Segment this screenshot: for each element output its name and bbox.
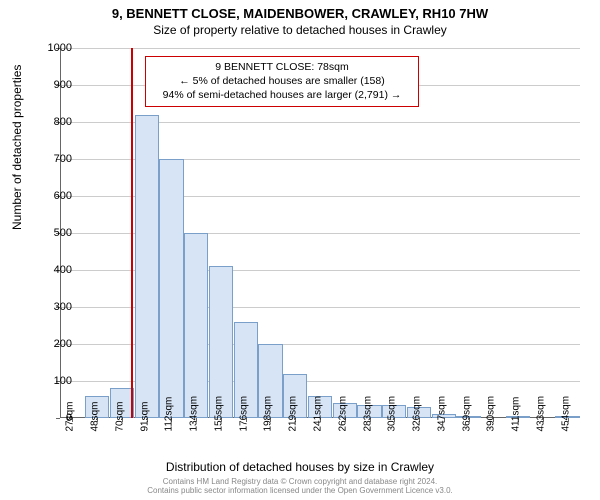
y-tick-label: 700 — [32, 153, 72, 165]
annotation-box: 9 BENNETT CLOSE: 78sqm← 5% of detached h… — [145, 56, 419, 107]
histogram-bar — [159, 159, 183, 418]
y-tick-label: 1000 — [32, 42, 72, 54]
histogram-bar — [184, 233, 208, 418]
chart-title: 9, BENNETT CLOSE, MAIDENBOWER, CRAWLEY, … — [0, 0, 600, 21]
y-tick-label: 800 — [32, 116, 72, 128]
y-tick-label: 300 — [32, 301, 72, 313]
histogram-bar — [135, 115, 159, 418]
gridline — [60, 48, 580, 49]
y-tick-label: 100 — [32, 375, 72, 387]
footer-attribution: Contains HM Land Registry data © Crown c… — [0, 477, 600, 496]
annotation-line: ← 5% of detached houses are smaller (158… — [152, 74, 412, 88]
annotation-line: 9 BENNETT CLOSE: 78sqm — [152, 60, 412, 74]
y-tick-label: 500 — [32, 227, 72, 239]
chart-subtitle: Size of property relative to detached ho… — [0, 21, 600, 37]
annotation-line: 94% of semi-detached houses are larger (… — [152, 88, 412, 102]
y-tick-label: 400 — [32, 264, 72, 276]
footer-line-1: Contains HM Land Registry data © Crown c… — [0, 477, 600, 487]
reference-marker-line — [131, 48, 133, 418]
footer-line-2: Contains public sector information licen… — [0, 486, 600, 496]
y-tick-label: 200 — [32, 338, 72, 350]
x-axis-title: Distribution of detached houses by size … — [0, 460, 600, 474]
y-tick-label: 600 — [32, 190, 72, 202]
y-axis-title: Number of detached properties — [10, 65, 24, 230]
plot-area: 9 BENNETT CLOSE: 78sqm← 5% of detached h… — [60, 48, 580, 418]
y-tick-label: 900 — [32, 79, 72, 91]
